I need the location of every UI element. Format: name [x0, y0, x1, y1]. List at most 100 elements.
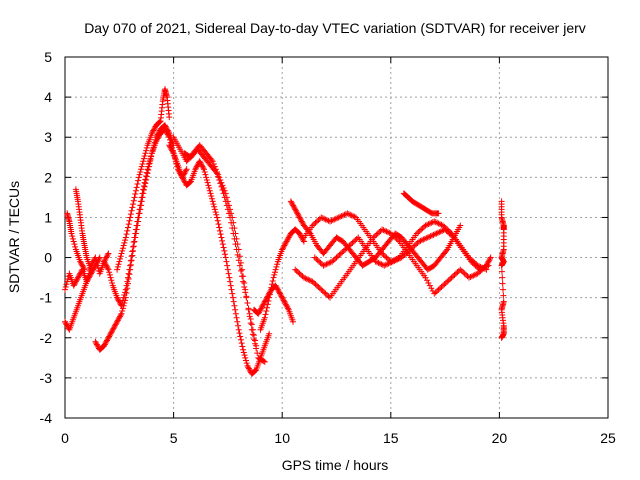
- data-point: [300, 237, 307, 244]
- data-point: [146, 158, 153, 165]
- data-point: [162, 127, 169, 134]
- y-tick-label: 2: [44, 169, 52, 185]
- x-tick-label: 25: [600, 430, 616, 446]
- data-point: [256, 308, 263, 315]
- data-point: [117, 313, 124, 320]
- data-point: [72, 279, 79, 286]
- data-point: [218, 234, 225, 241]
- data-point: [227, 278, 234, 285]
- data-point: [471, 261, 478, 268]
- data-point: [229, 290, 236, 297]
- data-point: [103, 254, 110, 261]
- data-point: [373, 231, 380, 238]
- data-point: [460, 269, 467, 276]
- data-point: [101, 258, 108, 265]
- data-point: [231, 235, 238, 242]
- data-point: [444, 229, 451, 236]
- data-point: [417, 237, 424, 244]
- data-point: [428, 285, 435, 292]
- data-point: [241, 283, 248, 290]
- data-point: [468, 258, 475, 265]
- data-point: [127, 214, 134, 221]
- data-point: [113, 320, 120, 327]
- data-point: [120, 242, 127, 249]
- series-arc-2: [64, 210, 88, 273]
- data-point: [251, 368, 258, 375]
- data-point: [62, 318, 68, 325]
- data-point: [101, 259, 108, 266]
- data-point: [299, 219, 306, 226]
- data-point: [138, 194, 145, 201]
- data-point: [135, 174, 142, 181]
- data-point: [237, 336, 244, 343]
- data-point: [450, 273, 457, 280]
- data-point: [256, 309, 263, 316]
- data-point: [119, 305, 126, 312]
- data-point: [253, 342, 260, 349]
- data-point: [272, 266, 279, 273]
- data-point: [292, 207, 299, 214]
- data-point: [164, 130, 171, 137]
- data-point: [217, 231, 224, 238]
- data-point: [279, 294, 286, 301]
- data-point: [151, 126, 158, 133]
- data-point: [119, 300, 126, 307]
- data-point: [337, 213, 344, 220]
- data-point: [102, 255, 109, 262]
- data-point: [222, 198, 229, 205]
- data-point: [246, 366, 253, 373]
- data-point: [295, 211, 302, 218]
- data-point: [117, 255, 124, 262]
- data-point: [429, 232, 436, 239]
- data-point: [284, 235, 291, 242]
- data-point: [395, 237, 402, 244]
- data-point: [143, 169, 150, 176]
- data-point: [149, 128, 156, 135]
- data-point: [452, 270, 459, 277]
- data-point: [89, 267, 96, 274]
- data-point: [139, 160, 146, 167]
- data-point: [104, 251, 111, 258]
- data-point: [340, 212, 347, 219]
- data-point: [70, 282, 77, 289]
- data-point: [292, 266, 299, 273]
- data-point: [442, 279, 449, 286]
- data-point: [104, 265, 111, 272]
- data-point: [103, 337, 110, 344]
- data-point: [193, 164, 200, 171]
- data-point: [229, 225, 236, 232]
- data-point: [260, 358, 267, 365]
- data-point: [224, 206, 231, 213]
- data-point: [69, 235, 76, 242]
- data-point: [437, 221, 444, 228]
- data-point: [214, 170, 221, 177]
- data-point: [116, 298, 123, 305]
- series-arc-3: [62, 254, 103, 333]
- data-point: [476, 269, 483, 276]
- data-point: [299, 235, 306, 242]
- data-point: [183, 166, 190, 173]
- data-point: [68, 230, 75, 237]
- data-point: [273, 263, 280, 270]
- data-point: [85, 274, 92, 281]
- data-point: [107, 274, 114, 281]
- data-point: [282, 239, 289, 246]
- data-point: [484, 259, 491, 266]
- data-point: [294, 210, 301, 217]
- data-point: [463, 271, 470, 278]
- data-point: [197, 159, 204, 166]
- data-point: [332, 215, 339, 222]
- data-point: [435, 210, 442, 217]
- data-point: [106, 271, 113, 278]
- data-point: [148, 130, 155, 137]
- data-point: [426, 282, 433, 289]
- data-point: [325, 293, 332, 300]
- data-point: [125, 275, 132, 282]
- data-point: [385, 260, 392, 267]
- data-point: [284, 237, 291, 244]
- data-point: [382, 253, 389, 260]
- data-point: [263, 304, 270, 311]
- data-point: [444, 278, 451, 285]
- data-point: [73, 277, 80, 284]
- data-point: [465, 274, 472, 281]
